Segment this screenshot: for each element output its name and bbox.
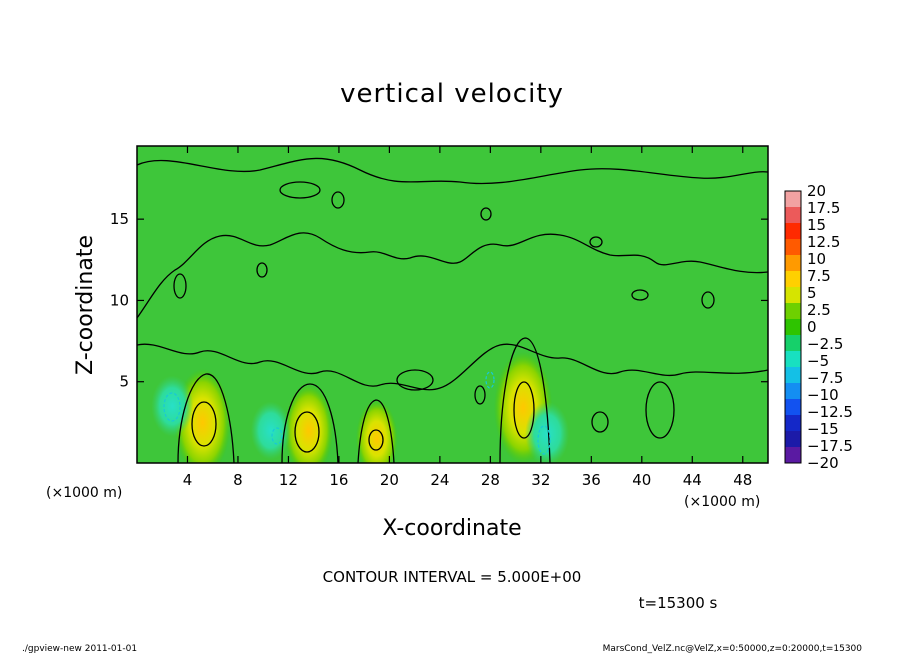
contour-updraft-outer-3	[357, 399, 395, 463]
colorbar-segment	[785, 335, 801, 352]
colorbar-segment	[785, 207, 801, 224]
contour-small-9	[474, 385, 486, 405]
contour-interval-label: CONTOUR INTERVAL = 5.000E+00	[323, 568, 582, 586]
contour-small-1	[331, 191, 345, 209]
colorbar-segment	[785, 319, 801, 336]
colorbar-segment	[785, 415, 801, 432]
x-tick-label: 40	[632, 471, 651, 489]
x-tick-label: 24	[430, 471, 449, 489]
colorbar-label: −20	[807, 454, 839, 472]
x-unit-left: (×1000 m)	[46, 485, 122, 501]
contour-updraft-core-3	[368, 429, 384, 451]
y-axis-label: Z-coordinate	[73, 235, 98, 375]
x-tick-label: 20	[380, 471, 399, 489]
colorbar-label: −2.5	[807, 335, 843, 353]
y-tick-label: 5	[119, 373, 129, 391]
contour-small-7	[701, 291, 715, 309]
colorbar-label: −17.5	[807, 437, 853, 455]
contour-updraft-outer-4	[499, 337, 551, 463]
contour-updraft-outer-2	[281, 383, 339, 463]
contour-updraft-core-2	[294, 411, 320, 453]
colorbar-segment	[785, 447, 801, 464]
colorbar-frame	[784, 190, 802, 464]
contour-lines	[137, 157, 768, 463]
contour-plume-top	[137, 232, 768, 319]
contour-negative-lines	[163, 371, 551, 455]
colorbar-segment	[785, 239, 801, 256]
contour-updraft-core-4	[513, 381, 535, 439]
contour-small-4	[645, 381, 675, 439]
colorbar-segment	[785, 399, 801, 416]
contour-small-2	[480, 207, 492, 221]
colorbar-label: 2.5	[807, 301, 831, 319]
colorbar-segment	[785, 255, 801, 272]
contour-downdraft-4	[485, 371, 495, 389]
colorbar-label: 0	[807, 318, 817, 336]
contour-small-5	[591, 411, 609, 433]
downdraft-minimum-1	[151, 375, 194, 437]
contour-downdraft-1	[163, 392, 181, 422]
plot-frame	[136, 145, 769, 464]
x-tick-label: 8	[233, 471, 243, 489]
colorbar-label: 5	[807, 284, 817, 302]
contour-updraft-core-1	[191, 401, 217, 447]
x-unit-right: (×1000 m)	[684, 494, 760, 510]
chart-title: vertical velocity	[340, 79, 564, 109]
x-axis-ticks: 4 8 12 16 20 24 28 32 36 40 44 48	[183, 146, 752, 489]
colorbar-label: −12.5	[807, 403, 853, 421]
downdraft-minimum-3	[525, 401, 570, 463]
colorbar-segment	[785, 303, 801, 320]
time-label: t=15300 s	[639, 594, 718, 612]
contour-small-12	[256, 262, 268, 278]
x-tick-label: 48	[733, 471, 752, 489]
colorbar-label: 10	[807, 250, 826, 268]
y-axis-ticks: 5 10 15	[110, 210, 768, 391]
footer-right: MarsCond_VelZ.nc@VelZ,x=0:50000,z=0:2000…	[603, 644, 863, 654]
colorbar-segment	[785, 351, 801, 368]
x-tick-label: 28	[481, 471, 500, 489]
colorbar-label: 12.5	[807, 233, 840, 251]
contour-downdraft-3	[537, 425, 551, 455]
footer-left: ./gpview-new 2011-01-01	[22, 644, 137, 654]
colorbar-label: −15	[807, 420, 839, 438]
x-tick-label: 4	[183, 471, 193, 489]
colorbar-label: 15	[807, 216, 826, 234]
contour-small-8	[279, 181, 321, 199]
colorbar-segment	[785, 223, 801, 240]
colorbar: 2017.51512.5107.552.50−2.5−5−7.5−10−12.5…	[784, 182, 853, 472]
background-field	[137, 146, 768, 463]
colorbar-label: 17.5	[807, 199, 840, 217]
colorbar-segment	[785, 367, 801, 384]
x-axis-label: X-coordinate	[382, 516, 521, 541]
colorbar-label: 7.5	[807, 267, 831, 285]
plot-area	[137, 146, 768, 463]
x-tick-label: 44	[683, 471, 702, 489]
x-tick-label: 16	[329, 471, 348, 489]
contour-downdraft-2	[271, 427, 283, 445]
contour-updraft-outer-1	[177, 373, 235, 463]
y-tick-label: 15	[110, 210, 129, 228]
colorbar-segment	[785, 383, 801, 400]
x-tick-label: 32	[531, 471, 550, 489]
x-tick-label: 36	[582, 471, 601, 489]
contour-small-11	[173, 273, 187, 299]
colorbar-segment	[785, 271, 801, 288]
colorbar-segment	[785, 191, 801, 208]
downdraft-minimum-2	[250, 401, 291, 460]
colorbar-segment	[785, 431, 801, 448]
y-tick-label: 10	[110, 291, 129, 309]
contour-upper-boundary	[137, 157, 768, 185]
colorbar-segment	[785, 287, 801, 304]
contour-small-6	[631, 289, 649, 301]
contour-plume-base	[137, 343, 768, 391]
colorbar-label: −5	[807, 352, 829, 370]
colorbar-label: −10	[807, 386, 839, 404]
colorbar-label: 20	[807, 182, 826, 200]
colorbar-label: −7.5	[807, 369, 843, 387]
x-tick-label: 12	[279, 471, 298, 489]
contour-small-10	[396, 369, 434, 391]
contour-small-3	[589, 236, 603, 248]
